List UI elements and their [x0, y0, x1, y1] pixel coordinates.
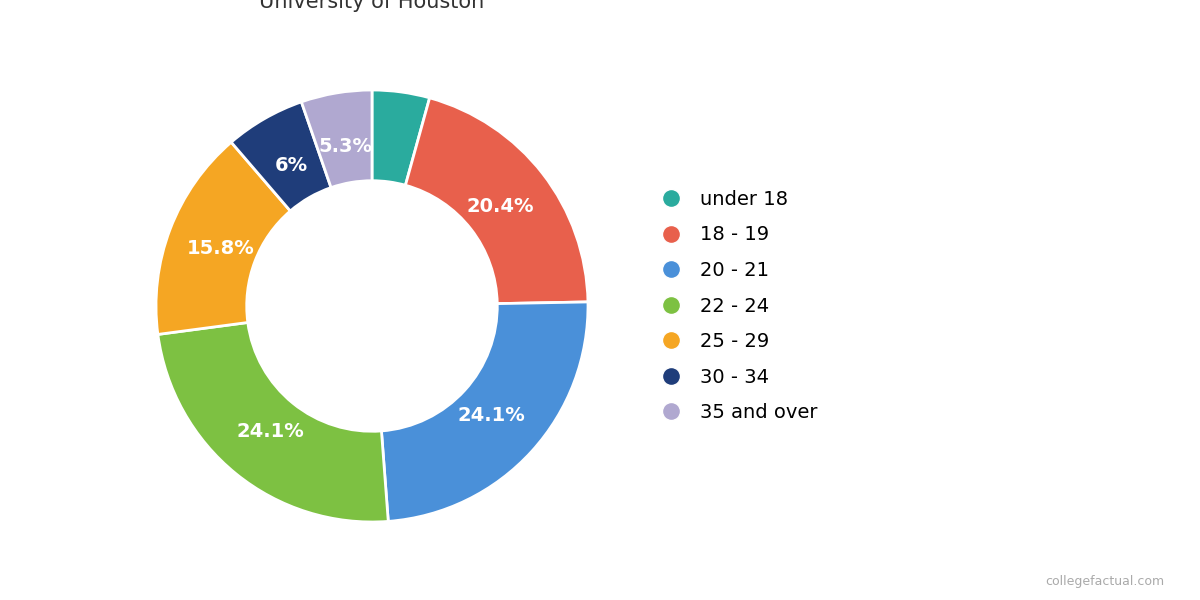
- Text: 6%: 6%: [275, 156, 308, 175]
- Text: collegefactual.com: collegefactual.com: [1045, 575, 1164, 588]
- Wedge shape: [156, 142, 290, 334]
- Text: 15.8%: 15.8%: [187, 239, 254, 258]
- Text: 5.3%: 5.3%: [318, 137, 372, 156]
- Title: Age of Students at
University of Houston: Age of Students at University of Houston: [259, 0, 485, 12]
- Wedge shape: [232, 102, 331, 211]
- Text: 20.4%: 20.4%: [467, 197, 534, 216]
- Text: 24.1%: 24.1%: [236, 422, 304, 441]
- Wedge shape: [372, 90, 430, 185]
- Text: 24.1%: 24.1%: [458, 406, 526, 425]
- Legend: under 18, 18 - 19, 20 - 21, 22 - 24, 25 - 29, 30 - 34, 35 and over: under 18, 18 - 19, 20 - 21, 22 - 24, 25 …: [652, 190, 818, 422]
- Wedge shape: [406, 98, 588, 304]
- Wedge shape: [382, 302, 588, 521]
- Wedge shape: [301, 90, 372, 188]
- Wedge shape: [158, 322, 389, 522]
